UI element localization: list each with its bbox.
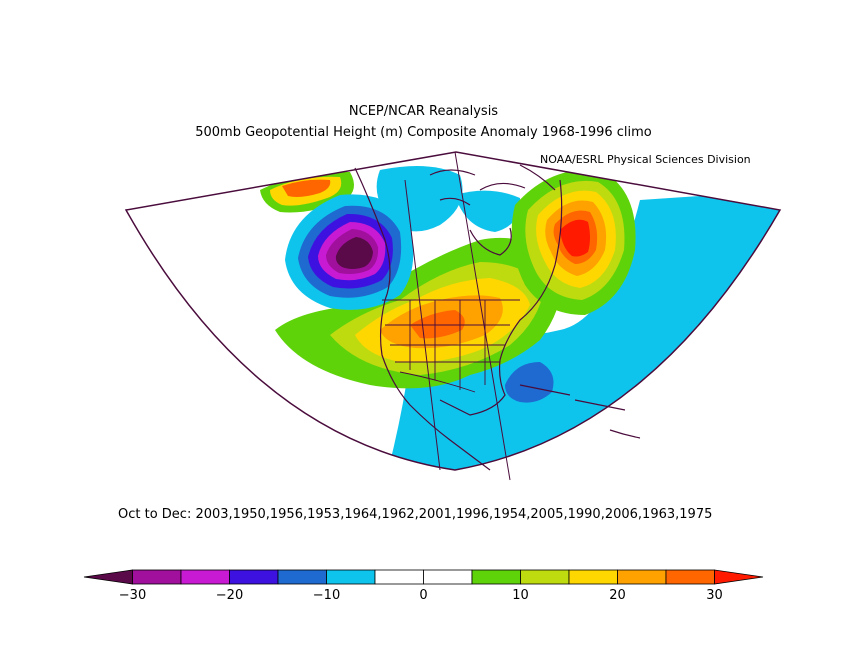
anomaly-region-labrador-positive-core [560, 219, 590, 257]
arctic-islands [429, 169, 526, 206]
map-domain-outline [124, 151, 782, 471]
color-bar: −30 −20 −10 0 10 20 30 [83, 569, 764, 603]
color-bar-bin [568, 569, 618, 585]
color-bar-bin [83, 569, 133, 585]
coastlines [354, 164, 641, 471]
color-bar-tick-label: 30 [706, 588, 723, 603]
composite-years-caption: Oct to Dec: 2003,1950,1956,1953,1964,196… [118, 507, 713, 522]
color-bar-tick-label: −20 [216, 588, 243, 603]
north-america-east-coast [439, 179, 563, 416]
color-bar-ticks: −30 −20 −10 0 10 20 30 [119, 588, 723, 603]
color-bar-bin [180, 569, 230, 585]
color-bar-bin [229, 569, 279, 585]
north-america-west-coast [354, 167, 491, 471]
meridian-west [404, 179, 441, 471]
color-bar-bin [520, 569, 570, 585]
meridian-east [454, 151, 511, 481]
color-bar-boxes [83, 569, 764, 585]
anomaly-region-pacific-negative-core [335, 237, 373, 269]
anomaly-map [124, 151, 782, 481]
meridian-lines [404, 151, 511, 481]
color-bar-bin [665, 569, 715, 585]
color-bar-bin [374, 569, 424, 585]
color-bar-tick-label: 0 [419, 588, 427, 603]
color-bar-tick-label: −10 [313, 588, 340, 603]
caribbean-islands [519, 384, 641, 439]
anomaly-fields [260, 166, 780, 470]
credit-label: NOAA/ESRL Physical Sciences Division [540, 153, 751, 166]
greenland-coast [519, 164, 556, 191]
us-mexico-border [399, 371, 476, 393]
color-bar-bin [714, 569, 764, 585]
hudson-bay-coast [469, 227, 512, 256]
anomaly-region-bahamas-negative [505, 362, 554, 403]
color-bar-bin [617, 569, 667, 585]
anomaly-region-hudson-negative [455, 190, 521, 232]
political-boundaries [382, 299, 520, 393]
figure-title: NCEP/NCAR Reanalysis [348, 104, 499, 119]
color-bar-bin [277, 569, 327, 585]
color-bar-tick-label: −30 [119, 588, 146, 603]
color-bar-bin [423, 569, 473, 585]
color-bar-bin [471, 569, 521, 585]
color-bar-bin [132, 569, 182, 585]
color-bar-tick-label: 20 [609, 588, 626, 603]
color-bar-bin [326, 569, 376, 585]
color-bar-tick-label: 10 [512, 588, 529, 603]
figure-subtitle: 500mb Geopotential Height (m) Composite … [195, 125, 652, 140]
us-state-lines [385, 300, 510, 390]
anomaly-region-alaska-positive-core [282, 179, 331, 197]
